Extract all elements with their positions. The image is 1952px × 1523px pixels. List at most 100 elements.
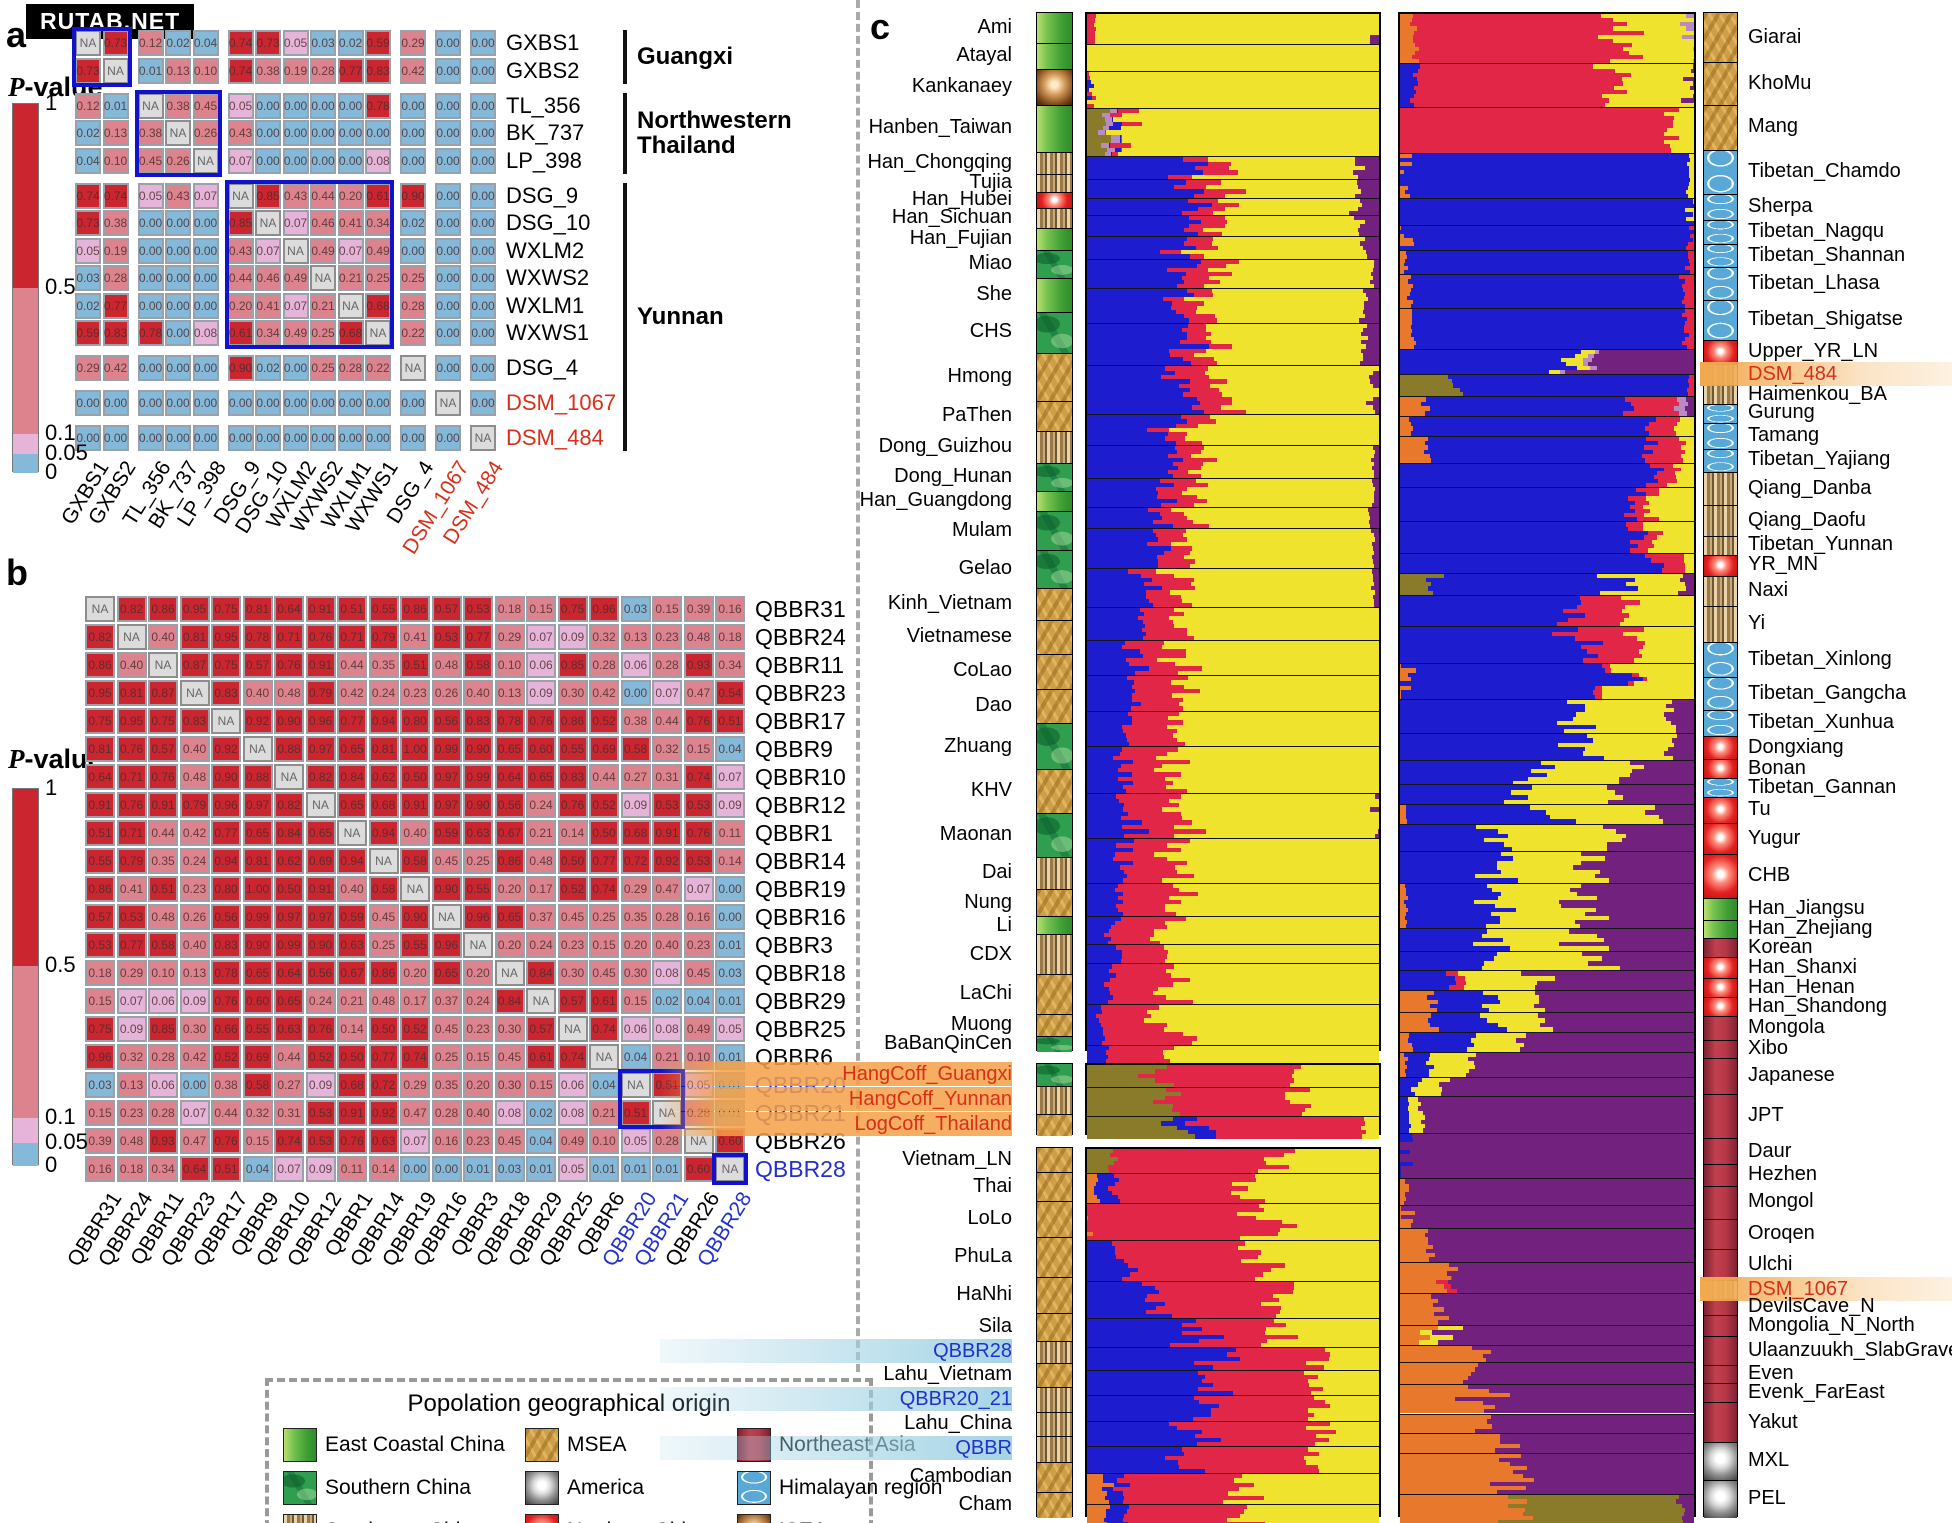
- pvalue-cell: 0.00: [192, 425, 219, 451]
- pvalue-cell: 0.81: [179, 624, 210, 650]
- pop-label: Evenk_FarEast: [1748, 1381, 1885, 1404]
- pvalue-cell: NA: [227, 182, 254, 209]
- pop-label: Vietnamese: [906, 625, 1012, 648]
- pvalue-cell: 0.00: [337, 390, 364, 416]
- legend-item-america: America: [525, 1471, 731, 1505]
- admix-pop: [1400, 14, 1694, 64]
- pvalue-cell: 0.40: [652, 932, 682, 959]
- pvalue-cell: 0.00: [435, 147, 461, 174]
- pvalue-cell: 0.48: [179, 764, 210, 791]
- pvalue-cell: 0.90: [211, 764, 241, 791]
- pvalue-cell: 0.35: [148, 848, 178, 875]
- pvalue-cell: 0.00: [435, 265, 461, 291]
- legend-item-isea: ISEA: [737, 1514, 953, 1523]
- group-label: Guangxi: [637, 43, 734, 71]
- america-swatch: [525, 1471, 559, 1505]
- pvalue-cell: 0.10: [148, 960, 178, 987]
- pop-label: PaThen: [941, 404, 1012, 427]
- pvalue-cell: 0.00: [165, 265, 191, 291]
- pop-label: Cambodian: [909, 1465, 1012, 1488]
- pvalue-cell: 0.06: [557, 1072, 588, 1099]
- pvalue-cell: 0.45: [137, 147, 164, 174]
- pvalue-cell: 0.00: [435, 237, 461, 264]
- pvalue-cell: 0.01: [589, 1156, 619, 1183]
- pvalue-cell: 0.21: [310, 292, 336, 319]
- matrix-row-label: DSM_484: [506, 425, 604, 450]
- origin-swatch-msea: [1037, 1312, 1072, 1341]
- origin-swatch-east: [1037, 916, 1072, 935]
- admix-pop: [1400, 1205, 1694, 1228]
- pvalue-cell: 0.65: [526, 764, 556, 791]
- pvalue-cell: 0.76: [211, 1128, 241, 1155]
- pvalue-cell: 0.35: [431, 1072, 462, 1099]
- pvalue-cell: 0.68: [368, 792, 399, 819]
- pvalue-cell: 0.74: [227, 57, 254, 84]
- admix-pop: [1400, 308, 1694, 350]
- pvalue-cell: 0.30: [557, 960, 588, 987]
- pvalue-cell: 0.77: [211, 820, 241, 847]
- pvalue-cell: 0.00: [400, 237, 426, 264]
- pop-label: Vietnam_LN: [902, 1147, 1012, 1170]
- pop-label: Mongol: [1748, 1190, 1814, 1213]
- pvalue-title-a-italic: P: [8, 72, 25, 102]
- admix-pop: [1400, 462, 1694, 488]
- pvalue-cell: 0.07: [255, 237, 281, 264]
- pvalue-cell: 0.96: [305, 708, 336, 734]
- pvalue-cell: NA: [494, 960, 525, 987]
- pop-label: CoLao: [953, 659, 1012, 682]
- pvalue-cell: 0.22: [365, 355, 391, 381]
- pvalue-cell: 0.42: [589, 680, 619, 706]
- pop-label: CDX: [969, 942, 1012, 965]
- pvalue-cell: 0.00: [400, 120, 426, 146]
- admix-pop: [1400, 1032, 1694, 1053]
- pop-label: Korean: [1748, 936, 1813, 959]
- pop-label: Han_Shandong: [1748, 994, 1888, 1017]
- pvalue-cell: 0.42: [337, 680, 367, 706]
- pvalue-cell: 0.21: [337, 988, 367, 1015]
- pvalue-cell: NA: [282, 237, 309, 264]
- pvalue-cell: 0.51: [400, 652, 430, 678]
- pvalue-cell: 0.00: [137, 210, 164, 236]
- pvalue-cell: 0.96: [431, 932, 462, 959]
- pvalue-cell: 0.39: [85, 1128, 115, 1155]
- isea-swatch: [737, 1514, 771, 1523]
- pvalue-cell: 0.48: [526, 848, 556, 875]
- origin-swatch-neasia: [1704, 938, 1737, 958]
- pop-label: Ulaanzuukh_SlabGrave: [1748, 1338, 1952, 1361]
- origin-swatch-neasia: [1704, 1315, 1737, 1337]
- matrix-row-label: QBBR9: [755, 735, 833, 762]
- pvalue-cell: 0.38: [255, 57, 281, 84]
- pvalue-cell: NA: [179, 680, 210, 706]
- pvalue-cell: 0.48: [683, 624, 714, 650]
- pvalue-cell: 0.59: [365, 30, 391, 56]
- pvalue-cell: 0.81: [116, 680, 147, 706]
- admix-pop: [1400, 521, 1694, 553]
- pvalue-cell: NA: [435, 390, 461, 416]
- pvalue-cell: 0.85: [148, 1016, 178, 1043]
- pvalue-cell: 0.02: [75, 120, 101, 146]
- pvalue-cell: 0.50: [274, 876, 304, 903]
- pvalue-cell: 0.49: [365, 237, 391, 264]
- origin-swatch-himalaya: [1704, 422, 1737, 449]
- pvalue-cell: 0.23: [683, 932, 714, 959]
- pvalue-cell: 0.77: [102, 292, 129, 319]
- pvalue-cell: 0.29: [400, 30, 426, 56]
- pvalue-cell: 0.34: [255, 320, 281, 346]
- origin-swatch-swchina: [1037, 1412, 1072, 1437]
- admix-pop: [1087, 1421, 1379, 1447]
- pvalue-cell: 0.73: [102, 30, 129, 56]
- admix-pop: [1400, 1012, 1694, 1033]
- pvalue-cell: 0.44: [337, 652, 367, 678]
- pvalue-cell: 0.23: [557, 932, 588, 959]
- pvalue-cell: 0.91: [652, 820, 682, 847]
- admix-pop: [1400, 732, 1694, 760]
- pvalue-cell: 0.68: [337, 320, 364, 346]
- pvalue-cell: 0.60: [526, 736, 556, 763]
- pvalue-cell: 0.43: [282, 182, 309, 209]
- pop-label: DSM_484: [1700, 361, 1952, 386]
- pvalue-cell: 0.00: [470, 92, 496, 119]
- pvalue-cell: 0.25: [589, 904, 619, 931]
- pvalue-cell: 0.00: [75, 425, 101, 451]
- pvalue-cell: 0.31: [274, 1100, 304, 1127]
- pvalue-cell: 0.65: [242, 820, 273, 847]
